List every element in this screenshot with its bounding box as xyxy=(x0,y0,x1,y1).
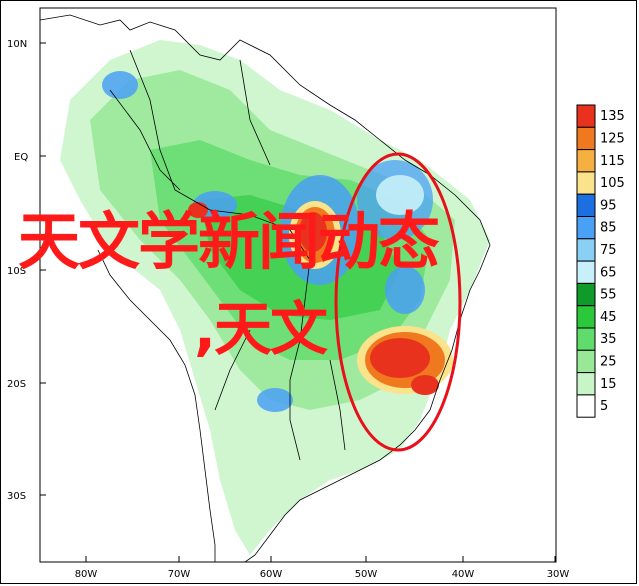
legend-swatch xyxy=(576,149,596,173)
west-coast-outline xyxy=(97,249,216,562)
legend-swatch xyxy=(576,171,596,195)
lon-label-50w: 50W xyxy=(355,569,378,580)
legend-swatch xyxy=(576,349,596,374)
lon-label-70w: 70W xyxy=(168,569,191,580)
red-patch xyxy=(411,375,439,395)
lon-label-30w: 30W xyxy=(547,569,570,580)
blue-patch xyxy=(102,71,138,99)
legend-label: 45 xyxy=(600,310,617,325)
blue-patch xyxy=(385,266,425,314)
lat-label-30s: 30S xyxy=(7,491,26,502)
border-outline xyxy=(214,329,251,411)
legend-label: 15 xyxy=(600,377,617,392)
legend-swatch xyxy=(576,260,596,284)
legend-label: 65 xyxy=(600,265,617,280)
red-patch xyxy=(370,338,430,378)
legend: 135 125 115 105 95 85 75 65 55 45 35 25 15 5 xyxy=(576,104,625,418)
legend-label: 35 xyxy=(600,332,617,347)
lat-label-10n: 10N xyxy=(7,39,27,50)
border-outline xyxy=(129,49,211,211)
overlay-subtitle: ,天文 xyxy=(194,295,328,363)
legend-label: 135 xyxy=(600,109,625,124)
legend-swatch xyxy=(576,193,596,217)
border-outline xyxy=(209,209,311,341)
lat-label-20s: 20S xyxy=(7,379,26,390)
coastlines xyxy=(40,14,491,562)
legend-label: 125 xyxy=(600,131,625,146)
lon-label-80w: 80W xyxy=(75,569,98,580)
legend-label: 25 xyxy=(600,354,617,369)
lat-label-eq: EQ xyxy=(14,152,28,163)
highlight-ellipse xyxy=(334,152,462,452)
red-patch xyxy=(299,212,327,252)
legend-label: 55 xyxy=(600,288,617,303)
legend-swatch xyxy=(576,104,596,128)
light-blue-patch xyxy=(376,175,424,215)
border-outline xyxy=(329,359,346,451)
lon-label-60w: 60W xyxy=(260,569,283,580)
legend-swatch xyxy=(576,238,596,262)
border-outline xyxy=(239,59,271,166)
legend-label: 75 xyxy=(600,243,617,258)
legend-label: 95 xyxy=(600,198,617,213)
legend-swatch xyxy=(576,305,596,329)
legend-label: 115 xyxy=(600,154,625,169)
legend-label: 105 xyxy=(600,176,625,191)
legend-swatch xyxy=(576,394,596,418)
blue-patch xyxy=(257,388,293,412)
legend-swatch xyxy=(576,372,596,396)
legend-label: 85 xyxy=(600,221,617,236)
border-outline xyxy=(109,89,181,191)
legend-label: 5 xyxy=(600,399,608,414)
border-outline xyxy=(289,339,301,461)
legend-swatch xyxy=(576,282,596,307)
overlay-title: 天文学新闻动态 xyxy=(18,205,440,278)
lat-label-10s: 10S xyxy=(7,266,26,277)
continent-outline xyxy=(40,14,491,562)
lon-label-40w: 40W xyxy=(452,569,475,580)
legend-swatch xyxy=(576,126,596,151)
legend-swatch xyxy=(576,216,596,240)
axis-ticks xyxy=(40,42,556,562)
legend-swatch xyxy=(576,327,596,351)
